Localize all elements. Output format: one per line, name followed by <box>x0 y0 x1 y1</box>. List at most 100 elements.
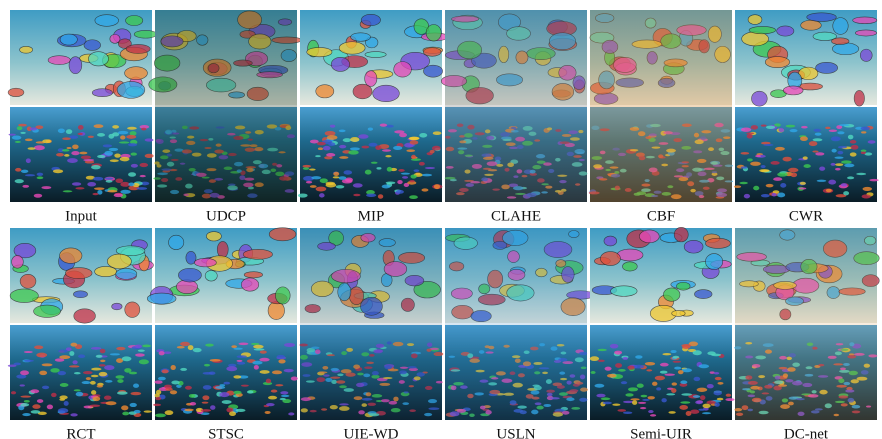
small-fish <box>610 344 618 349</box>
small-fish <box>122 356 132 361</box>
small-fish <box>129 372 137 375</box>
small-fish <box>28 147 36 150</box>
small-fish <box>421 188 428 191</box>
small-fish <box>843 191 849 195</box>
small-fish <box>154 380 162 383</box>
small-fish <box>326 153 335 157</box>
small-fish <box>97 385 103 388</box>
small-fish <box>131 152 137 155</box>
small-fish <box>598 349 607 351</box>
small-fish <box>105 177 114 179</box>
small-fish <box>596 394 605 398</box>
small-fish <box>131 164 138 168</box>
small-fish <box>190 402 196 406</box>
small-fish <box>164 385 172 389</box>
fish <box>853 17 877 24</box>
small-fish <box>76 392 84 397</box>
small-fish <box>309 169 316 171</box>
small-fish <box>350 137 359 142</box>
small-fish <box>302 165 311 168</box>
small-fish <box>62 149 69 151</box>
small-fish <box>353 194 360 197</box>
small-fish <box>139 359 149 364</box>
fish <box>69 57 82 74</box>
fish <box>801 20 822 30</box>
small-fish <box>291 376 298 380</box>
small-fish <box>70 413 77 416</box>
small-fish <box>134 410 141 414</box>
small-fish <box>734 185 741 188</box>
small-fish <box>766 126 775 129</box>
small-fish <box>122 412 129 416</box>
small-fish <box>133 384 139 388</box>
small-fish <box>202 402 209 404</box>
fish <box>95 15 119 27</box>
fish <box>92 89 112 97</box>
small-fish <box>100 349 106 354</box>
small-fish <box>358 134 368 138</box>
small-fish <box>786 125 796 128</box>
fish <box>600 252 620 266</box>
small-fish <box>75 187 84 189</box>
small-fish <box>699 364 709 368</box>
small-fish <box>343 138 352 142</box>
small-fish <box>328 142 335 146</box>
small-fish <box>254 348 265 350</box>
small-fish <box>841 183 847 187</box>
small-fish <box>717 398 723 401</box>
small-fish <box>848 135 854 140</box>
small-fish <box>155 413 166 417</box>
small-fish <box>375 145 381 150</box>
small-fish <box>800 182 806 185</box>
small-fish <box>20 370 29 375</box>
small-fish <box>366 194 376 197</box>
small-fish <box>229 411 236 416</box>
caption: Input <box>65 208 97 224</box>
small-fish <box>100 360 105 363</box>
small-fish <box>210 359 221 362</box>
small-fish <box>268 396 277 400</box>
small-fish <box>861 131 866 133</box>
small-fish <box>119 141 129 143</box>
small-fish <box>380 124 387 127</box>
fish <box>60 248 82 264</box>
small-fish <box>800 136 808 141</box>
fish <box>116 268 137 279</box>
small-fish <box>674 367 681 370</box>
small-fish <box>780 183 786 188</box>
fish <box>676 282 690 290</box>
small-fish <box>831 136 841 141</box>
small-fish <box>78 133 83 135</box>
small-fish <box>67 147 72 149</box>
fish <box>832 43 858 55</box>
fish <box>10 289 38 303</box>
small-fish <box>140 163 149 167</box>
small-fish <box>70 343 77 347</box>
small-fish <box>72 360 77 364</box>
small-fish <box>118 131 129 135</box>
small-fish <box>58 408 68 413</box>
small-fish <box>751 125 758 130</box>
small-fish <box>177 346 185 349</box>
fish <box>125 67 148 80</box>
small-fish <box>34 345 43 349</box>
small-fish <box>81 155 91 159</box>
small-fish <box>12 135 22 139</box>
small-fish <box>107 190 117 193</box>
small-fish <box>236 360 242 362</box>
caption: UDCP <box>206 208 246 224</box>
small-fish <box>772 193 777 197</box>
small-fish <box>660 363 669 367</box>
small-fish <box>814 129 821 132</box>
small-fish <box>159 351 165 355</box>
fish <box>749 26 776 33</box>
small-fish <box>396 190 404 194</box>
small-fish <box>83 371 93 374</box>
small-fish <box>280 391 288 394</box>
small-fish <box>777 193 785 198</box>
fish <box>423 65 442 77</box>
small-fish <box>97 155 105 158</box>
small-fish <box>714 402 719 406</box>
small-fish <box>210 405 215 410</box>
small-fish <box>106 180 113 183</box>
